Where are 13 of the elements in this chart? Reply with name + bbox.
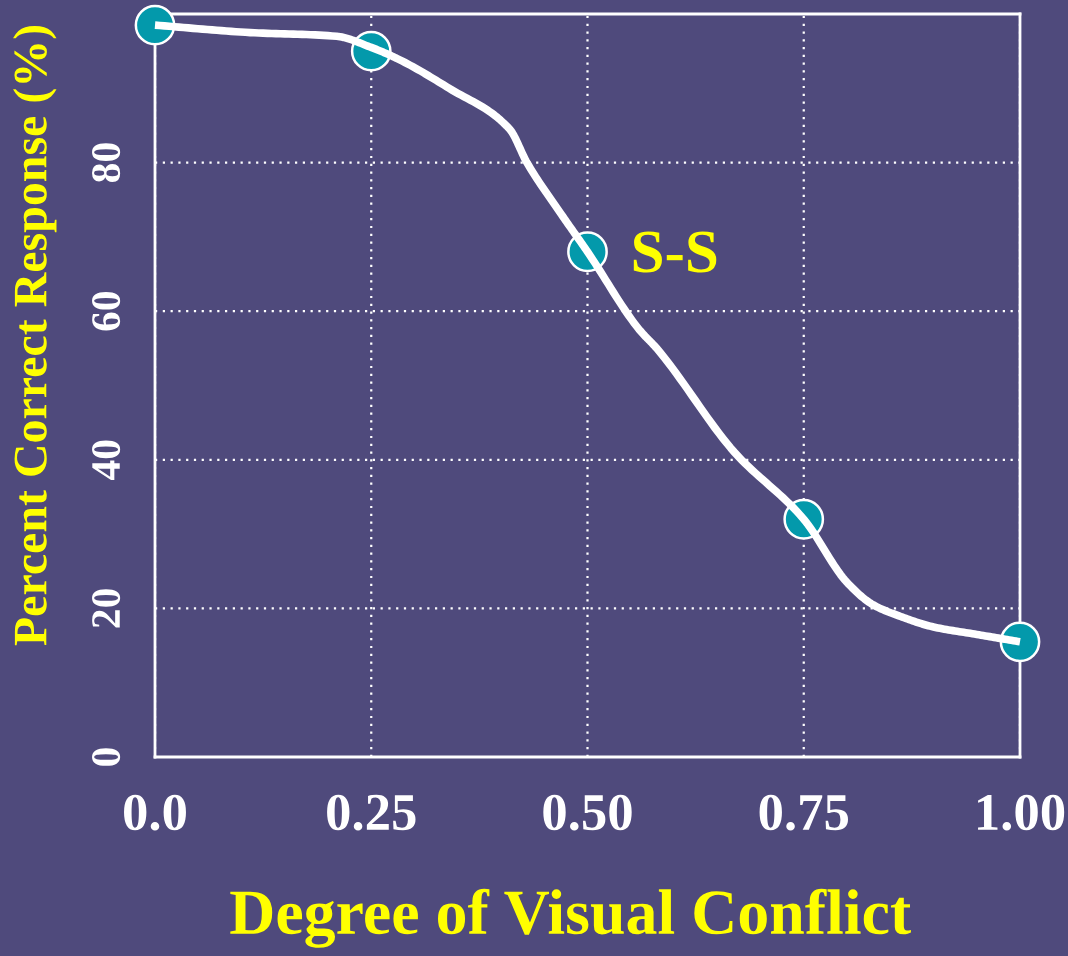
y-tick-label: 40	[92, 440, 121, 481]
x-tick-label: 0.0	[124, 794, 186, 831]
x-tick-label: 0.50	[543, 794, 632, 831]
x-tick-label: 1.00	[978, 794, 1065, 831]
y-tick-label: 60	[92, 291, 121, 331]
y-tick-label: 80	[92, 143, 121, 183]
y-tick-label: 20	[92, 589, 121, 628]
x-tick-label: 0.25	[327, 794, 416, 831]
series-label: S-S	[633, 231, 717, 273]
y-axis-title: Percent Correct Response (%)	[13, 25, 57, 646]
y-tick-label: 0	[92, 748, 121, 766]
x-axis-title: Degree of Visual Conflict	[230, 888, 911, 948]
x-tick-label: 0.75	[759, 794, 848, 831]
